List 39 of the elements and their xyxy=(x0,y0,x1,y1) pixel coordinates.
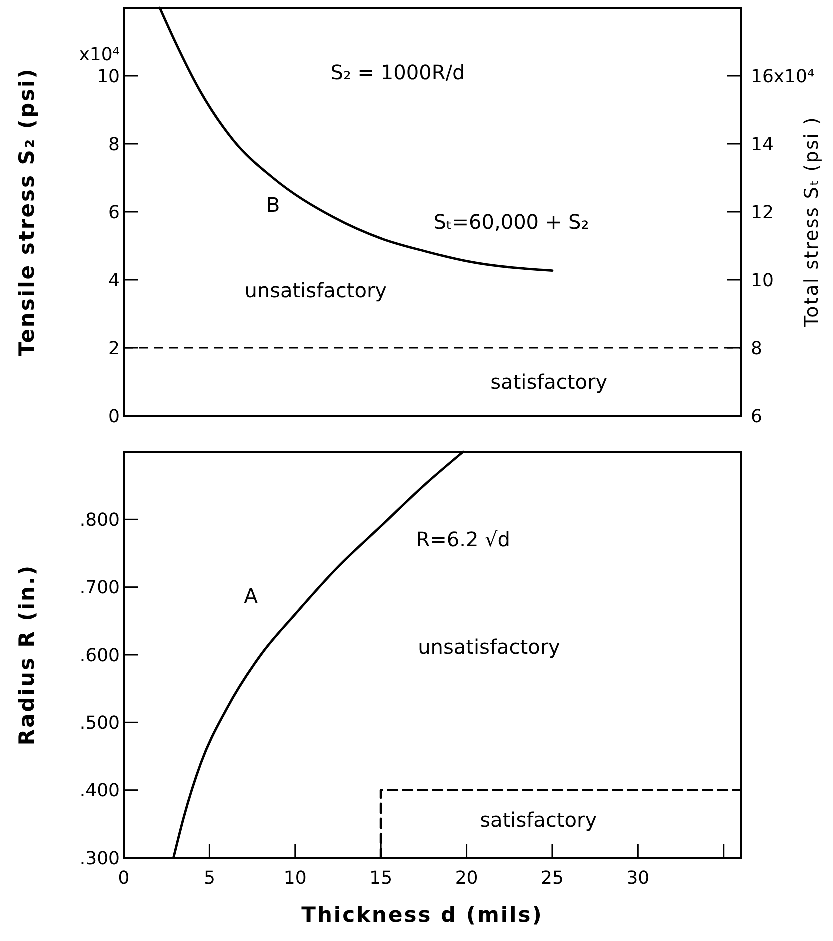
y-tick-label: 10 xyxy=(97,66,120,88)
y-tick-label: 4 xyxy=(108,270,120,292)
y-tick-label: .300 xyxy=(80,848,120,870)
y-tick-label: .400 xyxy=(80,780,120,802)
y-tick-label: .500 xyxy=(80,712,120,734)
y-tick-label: 2 xyxy=(108,338,120,360)
y2-tick-label: 14 xyxy=(751,134,774,156)
y-axis-title: Tensile stress S₂ (psi) xyxy=(15,68,39,356)
y-axis-title: Radius R (in.) xyxy=(15,564,39,746)
y-tick-label: 0 xyxy=(108,406,120,428)
x-tick-label: 25 xyxy=(541,868,564,889)
annotation: B xyxy=(266,193,280,218)
y2-axis-title: Total stress Sₜ (psi ) xyxy=(801,116,823,328)
y-tick-label: 8 xyxy=(108,134,120,156)
y2-tick-label: 10 xyxy=(751,270,774,292)
annotation: satisfactory xyxy=(480,808,598,832)
y2-tick-label: 12 xyxy=(751,202,774,224)
annotation: R=6.2 √d xyxy=(416,527,510,552)
y-tick-label: .800 xyxy=(80,510,120,531)
annotation: unsatisfactory xyxy=(418,634,561,659)
text: x10⁴ xyxy=(774,66,815,88)
x-tick-label: 10 xyxy=(284,868,307,889)
y2-tick-label: 16 xyxy=(751,66,774,88)
annotation: S₂ = 1000R/d xyxy=(330,60,466,84)
annotation: A xyxy=(244,584,258,608)
y2-tick-label: 8 xyxy=(751,338,762,360)
y2-tick-label: 6 xyxy=(751,406,762,428)
x-tick-label: 30 xyxy=(626,868,650,889)
y-tick-label: .700 xyxy=(80,578,120,599)
x-tick-label: 15 xyxy=(370,868,393,889)
y-tick-label: .600 xyxy=(80,645,120,666)
annotation: satisfactory xyxy=(490,370,608,394)
x-tick-label: 20 xyxy=(455,868,478,889)
annotation: Sₜ=60,000 + S₂ xyxy=(434,210,590,234)
x-axis-title: Thickness d (mils) xyxy=(302,903,544,927)
text: x10⁴ xyxy=(79,44,120,66)
x-tick-label: 5 xyxy=(204,868,216,889)
y-tick-label: 6 xyxy=(108,202,120,224)
annotation: unsatisfactory xyxy=(244,278,388,302)
